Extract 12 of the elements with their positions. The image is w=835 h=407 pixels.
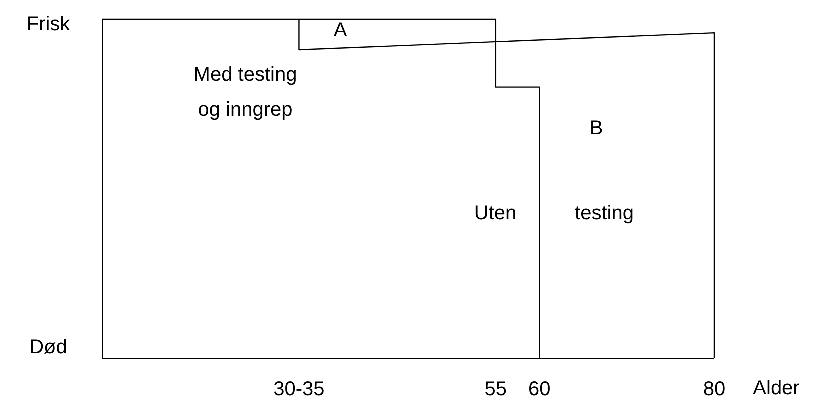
annotation: Uten <box>474 202 517 224</box>
annotation: A <box>334 20 348 42</box>
x-axis-title: Alder <box>753 378 800 400</box>
x-tick-label: 55 <box>484 378 508 400</box>
text: Frisk <box>26 14 72 36</box>
annotation: B <box>590 118 604 140</box>
x-tick-label: 30-35 <box>274 378 325 400</box>
text: Død <box>30 336 68 358</box>
x-tick-label: 80 <box>703 378 726 400</box>
annotation: testing <box>575 202 634 224</box>
annotation: Med testing og inngrep <box>194 64 298 122</box>
x-tick-label: 60 <box>528 378 551 400</box>
